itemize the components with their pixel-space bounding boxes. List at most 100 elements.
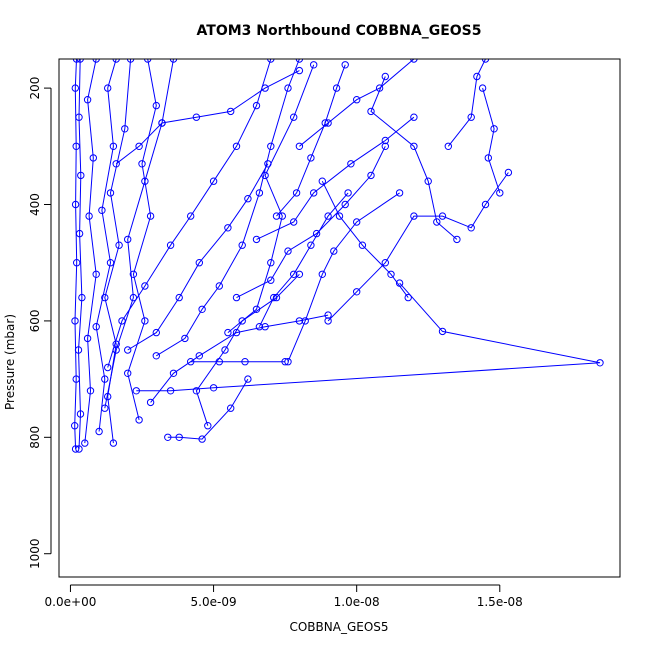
- data-point: [106, 189, 115, 197]
- y-tick-label: 800: [28, 426, 42, 449]
- data-point: [86, 387, 95, 395]
- data-point: [292, 189, 301, 197]
- data-point: [433, 218, 441, 226]
- data-point: [318, 177, 326, 185]
- data-point: [387, 270, 395, 278]
- series-profile: [101, 59, 178, 412]
- data-point: [95, 427, 103, 436]
- series-line: [115, 70, 300, 165]
- data-point: [467, 224, 475, 232]
- data-point: [83, 96, 92, 104]
- data-point: [244, 195, 252, 203]
- data-point: [124, 346, 132, 354]
- data-point: [169, 369, 178, 377]
- data-point: [104, 363, 112, 372]
- data-point: [192, 387, 201, 395]
- series-line: [258, 192, 349, 327]
- series-line: [127, 163, 269, 351]
- y-tick-label: 1000: [28, 538, 42, 569]
- data-point: [71, 84, 80, 92]
- data-point: [115, 241, 123, 249]
- data-point: [138, 160, 146, 168]
- data-point: [146, 212, 155, 220]
- data-point: [209, 177, 218, 185]
- data-point: [330, 247, 338, 255]
- data-point: [295, 66, 304, 75]
- data-point: [181, 334, 189, 343]
- data-point: [504, 168, 513, 177]
- data-point: [77, 171, 85, 180]
- series-line: [299, 59, 415, 147]
- data-point: [146, 398, 155, 407]
- y-tick-label: 600: [28, 309, 42, 332]
- series-profile: [272, 61, 349, 220]
- data-point: [310, 189, 318, 197]
- data-point: [135, 142, 143, 151]
- data-point: [98, 206, 106, 215]
- data-point: [152, 101, 161, 110]
- data-point: [255, 323, 264, 331]
- x-tick-label: 1.0e-08: [334, 595, 380, 609]
- data-point: [227, 404, 235, 412]
- data-point: [596, 359, 604, 367]
- data-point: [264, 160, 272, 168]
- data-point: [192, 113, 201, 121]
- data-point: [152, 352, 161, 360]
- data-point: [124, 369, 132, 377]
- data-point: [252, 235, 261, 244]
- data-point: [238, 241, 246, 249]
- data-point: [453, 235, 461, 244]
- data-point: [241, 358, 249, 366]
- series-line: [321, 180, 409, 298]
- series-line: [256, 116, 415, 240]
- data-point: [473, 72, 481, 81]
- series-profile: [81, 59, 100, 447]
- data-point: [404, 293, 412, 302]
- data-point: [141, 282, 149, 290]
- data-point: [490, 125, 498, 133]
- data-point: [129, 270, 138, 278]
- series-profile: [164, 375, 252, 443]
- data-point: [187, 358, 195, 366]
- series-line: [167, 378, 249, 440]
- series-line: [482, 87, 501, 194]
- data-point: [324, 317, 332, 325]
- y-tick-label: 200: [28, 77, 42, 100]
- data-point: [92, 59, 100, 63]
- series-line: [84, 59, 97, 444]
- data-point: [410, 113, 418, 121]
- data-point: [71, 422, 79, 430]
- data-point: [158, 119, 166, 127]
- x-tick-label: 0.0e+00: [45, 595, 97, 609]
- data-point: [358, 241, 367, 249]
- data-point: [101, 404, 109, 412]
- series-profile: [187, 358, 289, 366]
- data-point: [375, 84, 384, 92]
- data-point: [166, 241, 175, 249]
- series-profile: [255, 189, 352, 331]
- data-point: [81, 439, 89, 447]
- series-line: [150, 314, 329, 403]
- x-tick-label: 5.0e-09: [191, 595, 237, 609]
- data-point: [284, 247, 292, 255]
- series-profile: [295, 59, 418, 151]
- data-point: [74, 346, 83, 354]
- data-point: [238, 317, 246, 325]
- series-line: [136, 282, 601, 392]
- data-point: [410, 212, 418, 220]
- data-point: [318, 270, 326, 278]
- data-point: [295, 270, 304, 278]
- data-point: [481, 59, 490, 63]
- data-point: [166, 387, 175, 395]
- data-point: [75, 445, 83, 453]
- data-point: [112, 346, 120, 354]
- data-point: [112, 160, 120, 168]
- series-profile: [318, 177, 412, 302]
- series-line: [227, 64, 315, 333]
- data-point: [126, 59, 135, 63]
- data-point: [75, 229, 84, 238]
- series-profile: [152, 59, 304, 360]
- data-point: [195, 352, 204, 360]
- plot-border: [58, 58, 621, 578]
- data-point: [232, 328, 241, 337]
